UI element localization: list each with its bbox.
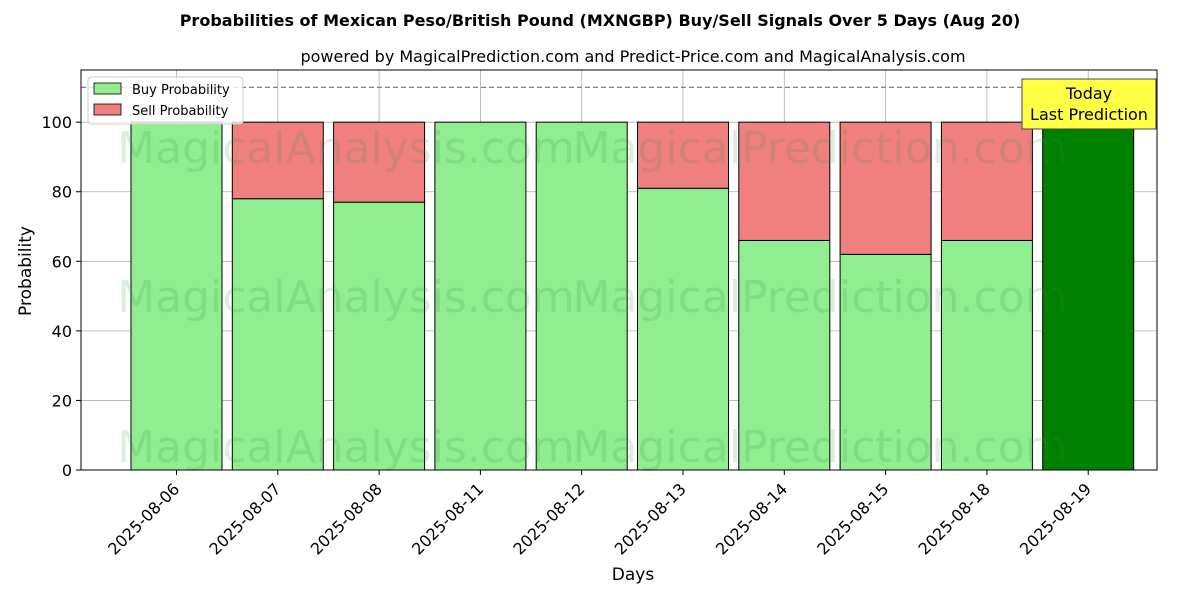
bar-buy <box>637 187 729 471</box>
x-tick-label: 2025-08-12 <box>509 479 588 558</box>
annotation-line-2: Last Prediction <box>1030 105 1148 124</box>
watermark-layer: MagicalAnalysis.comMagicalPrediction.com… <box>117 123 1067 473</box>
bar-sell <box>738 121 831 241</box>
legend-label-buy: Buy Probability <box>132 83 230 98</box>
bar-buy <box>738 239 831 471</box>
y-tick-label: 60 <box>52 252 72 271</box>
bar-sell <box>940 121 1033 241</box>
y-axis-label: Probability <box>16 226 36 316</box>
bar-sell <box>231 121 324 200</box>
watermark-text: MagicalAnalysis.com <box>117 422 575 473</box>
x-tick-label: 2025-08-18 <box>915 479 994 558</box>
watermark-text: MagicalPrediction.com <box>573 123 1068 174</box>
x-tick-label: 2025-08-15 <box>813 479 892 558</box>
legend-label-sell: Sell Probability <box>132 104 229 119</box>
annotation-line-1: Today <box>1065 84 1112 103</box>
chart-title: Probabilities of Mexican Peso/British Po… <box>180 11 1021 30</box>
watermark-text: MagicalPrediction.com <box>573 422 1068 473</box>
x-tick-label: 2025-08-07 <box>205 479 284 558</box>
bar-sell <box>637 121 729 189</box>
plot-border <box>80 69 1158 471</box>
x-axis-label: Days <box>612 565 655 585</box>
x-tick-label: 2025-08-11 <box>408 479 487 558</box>
watermark-text: MagicalAnalysis.com <box>117 272 575 323</box>
legend-swatch-sell <box>93 103 122 116</box>
x-tick-label: 2025-08-08 <box>307 479 386 558</box>
chart-subtitle: powered by MagicalPrediction.com and Pre… <box>300 47 965 66</box>
watermark-text: MagicalAnalysis.com <box>117 123 575 174</box>
y-tick-label: 100 <box>41 113 72 132</box>
bar-buy <box>231 198 324 471</box>
bar-sell <box>839 121 932 255</box>
legend-box <box>87 76 244 125</box>
y-tick-label: 80 <box>52 183 72 202</box>
bars-layer <box>130 121 1135 471</box>
x-tick-label: 2025-08-14 <box>712 479 791 558</box>
today-annotation: Today Last Prediction <box>1021 78 1157 130</box>
y-tick-label: 40 <box>52 322 72 341</box>
bar-buy <box>333 201 426 471</box>
legend: Buy Probability Sell Probability <box>87 76 244 125</box>
bar-sell <box>333 121 426 203</box>
legend-swatch-buy <box>93 82 122 95</box>
watermark-text: MagicalPrediction.com <box>573 272 1068 323</box>
y-tick-label: 20 <box>52 391 72 410</box>
x-tick-label: 2025-08-13 <box>611 479 690 558</box>
bar-buy <box>535 121 628 471</box>
bar-buy <box>1042 121 1135 471</box>
x-tick-label: 2025-08-19 <box>1016 479 1095 558</box>
bar-buy <box>940 239 1033 471</box>
annotation-box <box>1021 78 1157 130</box>
bar-buy <box>839 253 932 471</box>
x-tick-label: 2025-08-06 <box>104 479 183 558</box>
y-tick-label: 0 <box>62 461 72 480</box>
